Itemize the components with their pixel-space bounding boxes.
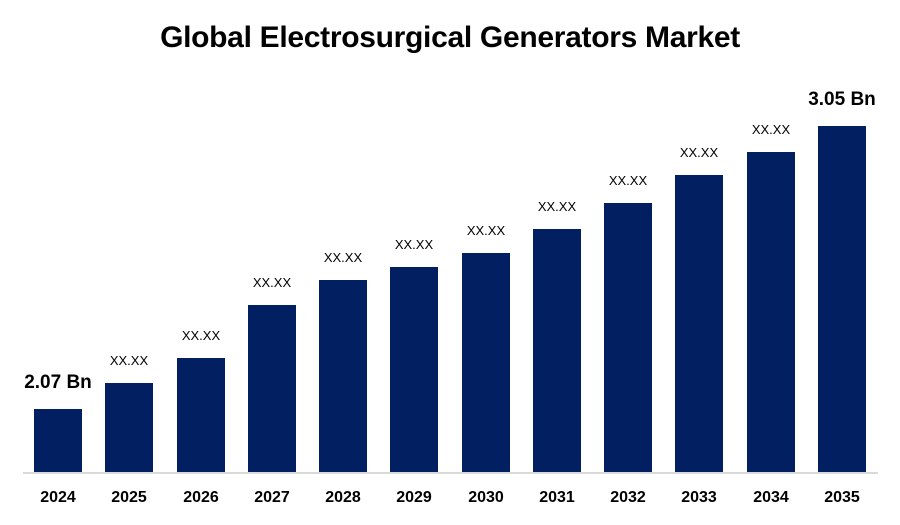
x-axis-label-2032: 2032 [610, 489, 646, 506]
bar-value-label-2029: XX.XX [394, 236, 434, 252]
bar-value-label-2027: XX.XX [252, 274, 292, 290]
x-axis-label-2026: 2026 [183, 489, 219, 506]
bar-2026 [177, 358, 225, 472]
x-axis-label-2029: 2029 [396, 489, 432, 506]
x-axis-label-2027: 2027 [254, 489, 290, 506]
bar-2034 [747, 152, 795, 472]
x-axis-label-2031: 2031 [539, 489, 575, 506]
bar-value-label-2031: XX.XX [537, 198, 577, 214]
x-axis-label-2025: 2025 [111, 489, 147, 506]
chart-title: Global Electrosurgical Generators Market [160, 21, 740, 54]
bar-2030 [462, 253, 510, 472]
x-axis-label-2033: 2033 [681, 489, 717, 506]
bar-value-label-2024: 2.07 Bn [24, 372, 92, 394]
bar-2031 [533, 229, 581, 472]
x-axis-label-2035: 2035 [824, 489, 860, 506]
bar-value-label-2025: XX.XX [109, 352, 149, 368]
bar-2033 [675, 175, 723, 472]
bar-value-label-2032: XX.XX [608, 172, 648, 188]
bar-2029 [390, 267, 438, 472]
bar-value-label-2030: XX.XX [466, 222, 506, 238]
x-axis-label-2024: 2024 [40, 489, 76, 506]
x-axis-label-2034: 2034 [753, 489, 789, 506]
bar-2024 [34, 409, 82, 472]
bar-2032 [604, 203, 652, 472]
bar-2028 [319, 280, 367, 472]
bar-2035 [818, 126, 866, 472]
bar-value-label-2026: XX.XX [181, 327, 221, 343]
bar-value-label-2028: XX.XX [323, 249, 363, 265]
x-axis-label-2028: 2028 [325, 489, 361, 506]
x-axis-label-2030: 2030 [468, 489, 504, 506]
x-axis-line [23, 472, 878, 474]
bar-value-label-2034: XX.XX [751, 121, 791, 137]
bar-2027 [248, 305, 296, 472]
bar-value-label-2035: 3.05 Bn [808, 89, 876, 111]
bar-2025 [105, 383, 153, 472]
bar-value-label-2033: XX.XX [679, 144, 719, 160]
